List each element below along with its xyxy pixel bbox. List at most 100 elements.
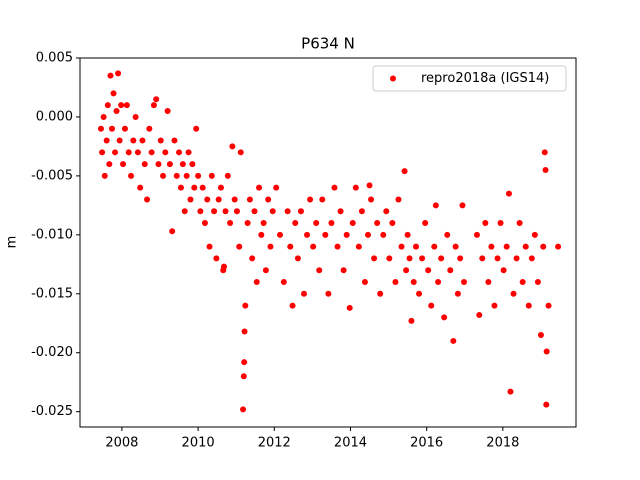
- data-point: [113, 108, 120, 115]
- data-point: [213, 255, 220, 262]
- data-point: [366, 182, 373, 189]
- data-point: [134, 149, 141, 156]
- data-point: [227, 220, 234, 227]
- data-point: [139, 137, 146, 144]
- data-point: [294, 255, 301, 262]
- data-point: [307, 196, 314, 203]
- data-point: [179, 161, 186, 168]
- data-point: [204, 196, 211, 203]
- data-point: [97, 125, 104, 132]
- data-point: [201, 220, 208, 227]
- y-tick-label: -0.010: [31, 227, 73, 242]
- data-point: [334, 243, 341, 250]
- data-point: [160, 172, 167, 179]
- data-point: [479, 255, 486, 262]
- data-point: [187, 196, 194, 203]
- data-point: [431, 243, 438, 250]
- y-tick-label: 0.005: [36, 51, 73, 66]
- data-point: [555, 243, 562, 250]
- y-axis-label: m: [5, 236, 20, 249]
- data-point: [130, 137, 137, 144]
- data-point: [304, 231, 311, 238]
- data-point: [224, 172, 231, 179]
- data-point: [148, 149, 155, 156]
- data-point: [249, 255, 256, 262]
- data-point: [155, 161, 162, 168]
- data-point: [221, 263, 227, 270]
- data-point: [171, 137, 178, 144]
- data-point: [262, 267, 269, 274]
- data-point: [150, 102, 157, 109]
- data-point: [99, 149, 106, 156]
- data-point: [109, 125, 115, 132]
- plot-area: [97, 70, 562, 413]
- data-point: [289, 302, 296, 309]
- data-point: [522, 243, 529, 250]
- data-point: [485, 278, 492, 285]
- data-point: [328, 220, 335, 227]
- x-tick-label: 2010: [182, 436, 215, 451]
- data-point: [349, 220, 356, 227]
- data-point: [164, 108, 171, 115]
- data-point: [473, 231, 480, 238]
- data-point: [287, 243, 294, 250]
- data-point: [454, 290, 461, 297]
- chart-title: P634 N: [301, 35, 355, 53]
- data-point: [331, 184, 338, 191]
- data-point: [540, 243, 547, 250]
- data-point: [503, 243, 510, 250]
- data-point: [413, 243, 419, 250]
- legend-label: repro2018a (IGS14): [421, 71, 549, 86]
- data-point: [116, 137, 123, 144]
- data-point: [505, 190, 512, 197]
- data-point: [371, 255, 378, 262]
- data-point: [146, 125, 153, 132]
- x-tick-label: 2014: [334, 436, 367, 451]
- data-point: [284, 208, 291, 215]
- data-point: [500, 267, 507, 274]
- data-point: [438, 255, 445, 262]
- data-point: [419, 255, 426, 262]
- data-point: [251, 208, 258, 215]
- data-point: [355, 243, 362, 250]
- data-point: [137, 184, 144, 191]
- data-point: [162, 149, 169, 156]
- x-tick-label: 2008: [105, 436, 138, 451]
- data-point: [340, 267, 347, 274]
- x-tick-label: 2018: [486, 436, 519, 451]
- data-point: [537, 332, 544, 339]
- data-point: [531, 231, 538, 238]
- data-point: [121, 125, 128, 132]
- data-point: [253, 278, 260, 285]
- data-point: [118, 102, 125, 109]
- data-point: [191, 184, 198, 191]
- data-point: [157, 137, 164, 144]
- y-tick-label: -0.005: [31, 168, 73, 183]
- data-point: [457, 255, 464, 262]
- x-tick-label: 2012: [258, 436, 291, 451]
- data-point: [169, 228, 176, 235]
- data-point: [107, 72, 114, 79]
- legend: repro2018a (IGS14): [372, 65, 567, 92]
- data-point: [265, 196, 272, 203]
- data-point: [316, 267, 323, 274]
- data-point: [206, 243, 213, 250]
- data-point: [534, 278, 541, 285]
- data-point: [416, 290, 423, 297]
- data-point: [132, 113, 139, 120]
- data-point: [374, 220, 381, 227]
- data-point: [401, 168, 408, 175]
- data-point: [494, 255, 501, 262]
- data-point: [101, 172, 108, 179]
- data-point: [197, 208, 204, 215]
- y-tick-label: 0.000: [36, 109, 73, 124]
- data-point: [185, 149, 192, 156]
- data-point: [277, 231, 283, 238]
- data-point: [231, 196, 238, 203]
- data-point: [181, 208, 188, 215]
- data-point: [267, 243, 274, 250]
- data-point: [358, 208, 365, 215]
- legend-marker: [390, 75, 396, 82]
- data-point: [383, 208, 390, 215]
